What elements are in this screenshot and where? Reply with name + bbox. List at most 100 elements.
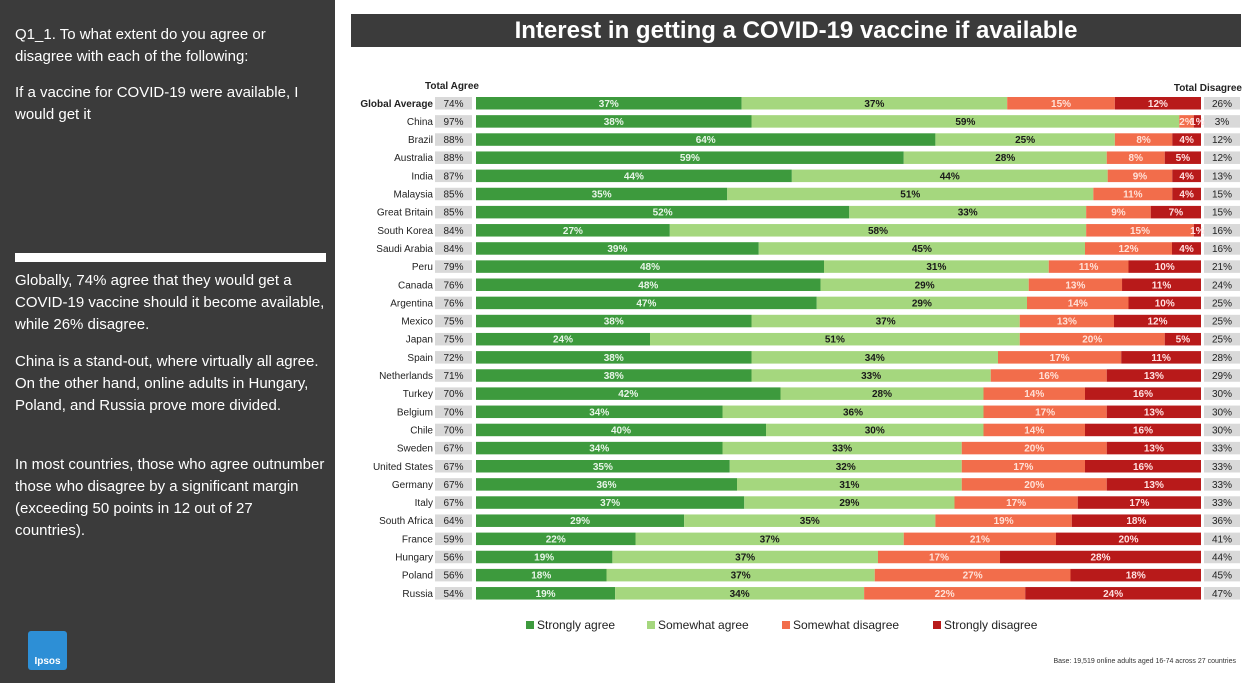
total-agree-value: 84% xyxy=(443,244,463,255)
bar-segment xyxy=(1106,369,1201,382)
bar-segment xyxy=(1128,296,1201,310)
total-agree-value: 56% xyxy=(443,553,463,564)
bar-value-label: 13% xyxy=(1065,280,1085,291)
bar-value-label: 4% xyxy=(1179,171,1194,182)
total-agree-value: 72% xyxy=(443,353,463,364)
total-agree-value: 67% xyxy=(443,498,463,509)
bar-value-label: 17% xyxy=(929,553,949,564)
legend-swatch xyxy=(933,621,941,629)
bar-segment xyxy=(1070,568,1201,582)
total-disagree-header: Total Disagree xyxy=(1174,83,1243,94)
total-disagree-value: 36% xyxy=(1212,516,1232,527)
bar-segment xyxy=(476,496,745,509)
bar-value-label: 48% xyxy=(638,280,658,291)
bar-value-label: 33% xyxy=(958,208,978,219)
bar-value-label: 33% xyxy=(832,444,852,455)
bar-segment xyxy=(684,514,936,527)
category-label: China xyxy=(407,117,434,128)
bar-segment xyxy=(1164,151,1201,164)
category-label: Global Average xyxy=(360,99,433,110)
legend-swatch xyxy=(526,621,534,629)
bar-value-label: 25% xyxy=(1015,135,1035,146)
bar-segment xyxy=(1128,260,1201,273)
bar-value-label: 13% xyxy=(1057,317,1077,328)
bar-segment xyxy=(722,441,962,455)
bar-segment xyxy=(669,224,1087,237)
bar-value-label: 9% xyxy=(1111,208,1126,219)
bar-segment xyxy=(1077,496,1201,509)
total-agree-value: 85% xyxy=(443,208,463,219)
total-agree-value: 88% xyxy=(443,135,463,146)
total-disagree-box xyxy=(1204,423,1240,437)
bar-segment xyxy=(476,242,759,255)
bar-segment xyxy=(476,423,766,437)
total-agree-box xyxy=(435,133,472,146)
bar-segment xyxy=(1106,405,1201,419)
total-disagree-box xyxy=(1204,550,1240,564)
total-disagree-value: 15% xyxy=(1212,190,1232,201)
bar-value-label: 29% xyxy=(915,280,935,291)
bar-segment xyxy=(727,187,1094,201)
total-disagree-box xyxy=(1204,478,1240,491)
legend-label: Strongly disagree xyxy=(944,618,1038,632)
bar-segment xyxy=(476,314,752,328)
total-disagree-value: 21% xyxy=(1212,262,1232,273)
category-label: Australia xyxy=(394,153,433,164)
bar-value-label: 32% xyxy=(836,462,856,473)
bar-value-label: 51% xyxy=(900,190,920,201)
bar-segment xyxy=(983,387,1085,400)
bar-value-label: 37% xyxy=(876,317,896,328)
total-agree-box xyxy=(435,351,472,364)
total-disagree-value: 41% xyxy=(1212,534,1232,545)
category-label: United States xyxy=(373,462,433,473)
bar-value-label: 37% xyxy=(760,534,780,545)
bar-value-label: 13% xyxy=(1144,407,1164,418)
category-label: Peru xyxy=(412,262,433,273)
bar-value-label: 27% xyxy=(563,226,583,237)
category-label: Netherlands xyxy=(379,371,433,382)
bar-value-label: 17% xyxy=(1050,353,1070,364)
total-agree-value: 97% xyxy=(443,117,463,128)
total-disagree-value: 13% xyxy=(1212,171,1232,182)
total-agree-value: 75% xyxy=(443,335,463,346)
bar-segment xyxy=(1085,242,1172,255)
bar-value-label: 31% xyxy=(839,480,859,491)
bar-segment xyxy=(1106,478,1201,491)
bar-value-label: 21% xyxy=(970,534,990,545)
bar-value-label: 14% xyxy=(1024,389,1044,400)
legend-swatch xyxy=(782,621,790,629)
category-label: Japan xyxy=(406,335,433,346)
bar-value-label: 34% xyxy=(730,589,750,600)
bar-value-label: 13% xyxy=(1144,444,1164,455)
total-agree-box xyxy=(435,387,472,400)
bar-segment xyxy=(1193,224,1201,237)
bar-segment xyxy=(1028,278,1123,291)
bar-segment xyxy=(650,332,1020,346)
chart-title: Interest in getting a COVID-19 vaccine i… xyxy=(351,14,1241,47)
bar-segment xyxy=(476,260,824,273)
total-disagree-box xyxy=(1204,260,1240,273)
bar-segment xyxy=(935,133,1115,146)
bar-segment xyxy=(1172,133,1201,146)
bar-segment xyxy=(1121,351,1201,364)
total-disagree-box xyxy=(1204,351,1240,364)
bar-value-label: 35% xyxy=(592,190,612,201)
bar-segment xyxy=(476,550,613,564)
bar-segment xyxy=(983,405,1107,419)
bar-value-label: 20% xyxy=(1024,444,1044,455)
bar-value-label: 34% xyxy=(589,407,609,418)
bar-segment xyxy=(476,133,936,146)
total-agree-box xyxy=(435,278,472,291)
bar-value-label: 29% xyxy=(839,498,859,509)
bar-value-label: 1% xyxy=(1190,226,1205,237)
bar-value-label: 12% xyxy=(1118,244,1138,255)
total-disagree-value: 45% xyxy=(1212,571,1232,582)
bar-value-label: 36% xyxy=(596,480,616,491)
bar-segment xyxy=(606,568,875,582)
bar-segment xyxy=(1114,314,1201,328)
bar-segment xyxy=(476,405,723,419)
bar-value-label: 16% xyxy=(1133,425,1153,436)
bar-segment xyxy=(476,460,730,473)
bar-segment xyxy=(954,496,1078,509)
bar-value-label: 29% xyxy=(570,516,590,527)
